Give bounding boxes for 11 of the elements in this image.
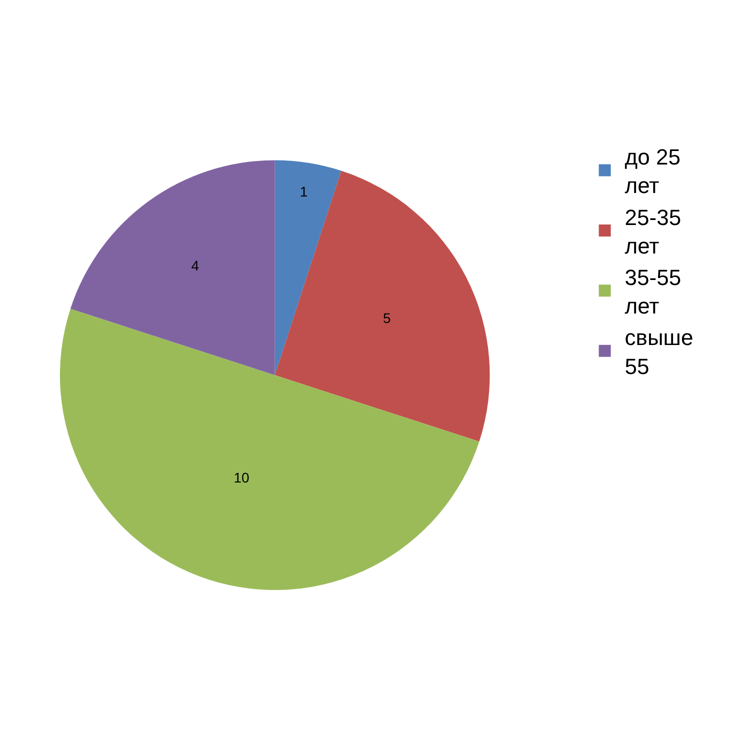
data-label: 10 <box>234 469 250 486</box>
pie-slice <box>60 308 480 590</box>
pie-slice <box>274 160 342 376</box>
data-label: 5 <box>383 310 392 326</box>
legend-label: 25-35 лет <box>624 204 682 258</box>
pie-slice <box>70 160 275 376</box>
pie-slice <box>274 170 490 442</box>
data-label: 1 <box>300 184 308 200</box>
legend-label: до 25 лет <box>624 144 680 198</box>
legend-label: свыше 55 <box>624 325 694 379</box>
data-label: 4 <box>191 258 200 274</box>
